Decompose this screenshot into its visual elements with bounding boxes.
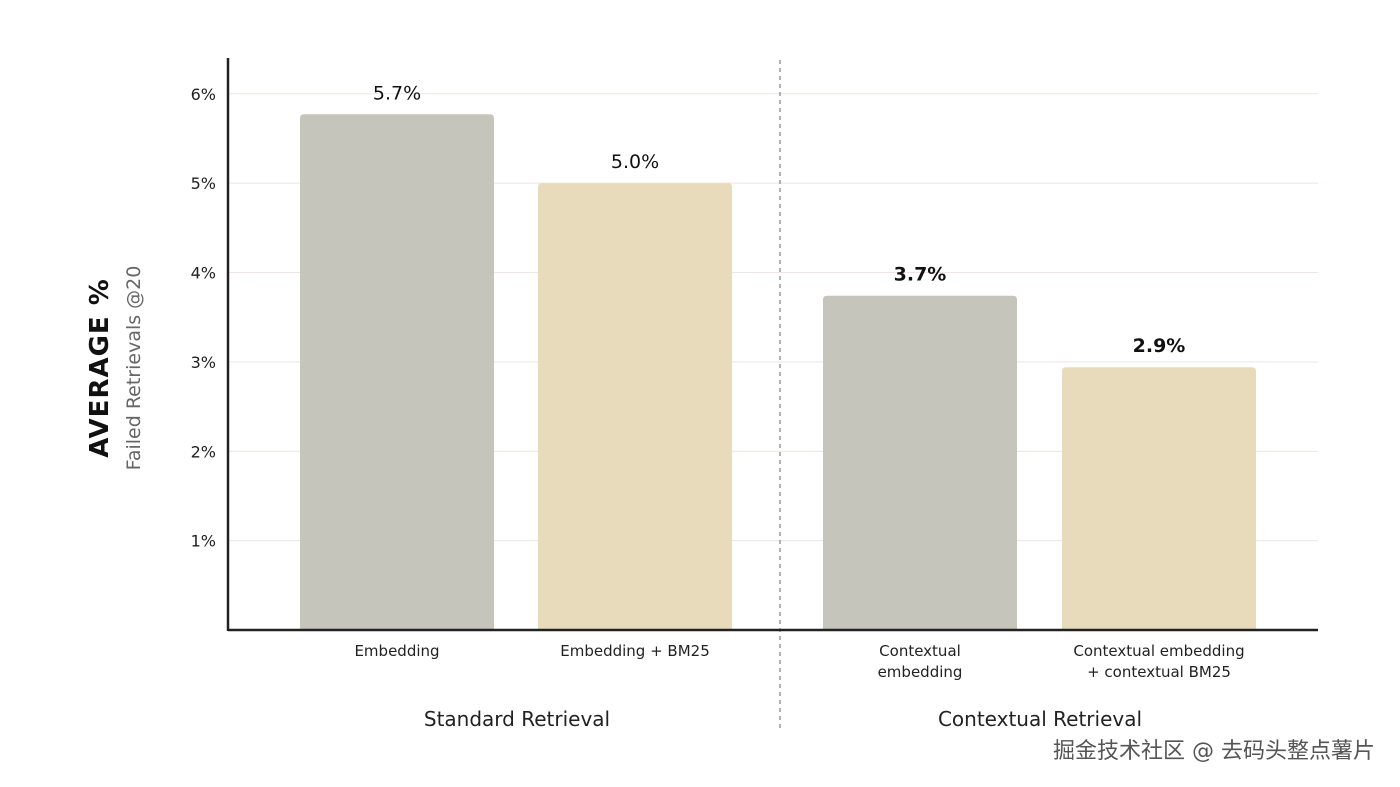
y-tick-label: 2%	[191, 442, 216, 461]
category-label: embedding	[878, 663, 963, 681]
group-label: Standard Retrieval	[424, 707, 610, 731]
category-label: Contextual	[879, 642, 961, 660]
data-label: 5.0%	[611, 151, 659, 173]
y-axis-title: AVERAGE %	[85, 278, 115, 458]
y-tick-label: 3%	[191, 353, 216, 372]
y-tick-label: 6%	[191, 85, 216, 104]
category-label: Contextual embedding	[1073, 642, 1244, 660]
y-axis-subtitle: Failed Retrievals @20	[123, 266, 145, 471]
y-tick-label: 5%	[191, 174, 216, 193]
category-label: Embedding	[354, 642, 439, 660]
category-labels: Embedding Embedding + BM25 Contextual embed…	[354, 642, 1244, 681]
data-label: 2.9%	[1133, 335, 1186, 357]
data-label: 3.7%	[894, 264, 947, 286]
watermark-text: 掘金技术社区 @ 去码头整点薯片	[1053, 739, 1375, 764]
category-label: + contextual BM25	[1087, 663, 1231, 681]
bar	[1062, 367, 1256, 630]
bar	[823, 295, 1017, 630]
group-label: Contextual Retrieval	[938, 707, 1142, 731]
bars	[300, 114, 1256, 630]
y-tick-labels: 1% 2% 3% 4% 5% 6%	[191, 85, 216, 551]
bar	[300, 114, 494, 630]
data-label: 5.7%	[373, 82, 421, 104]
group-labels: Standard Retrieval Contextual Retrieval	[424, 707, 1142, 731]
y-tick-label: 4%	[191, 264, 216, 283]
value-labels: 5.7% 5.0% 3.7% 2.9%	[373, 82, 1185, 357]
bar	[538, 183, 732, 630]
y-tick-label: 1%	[191, 532, 216, 551]
category-label: Embedding + BM25	[560, 642, 710, 660]
